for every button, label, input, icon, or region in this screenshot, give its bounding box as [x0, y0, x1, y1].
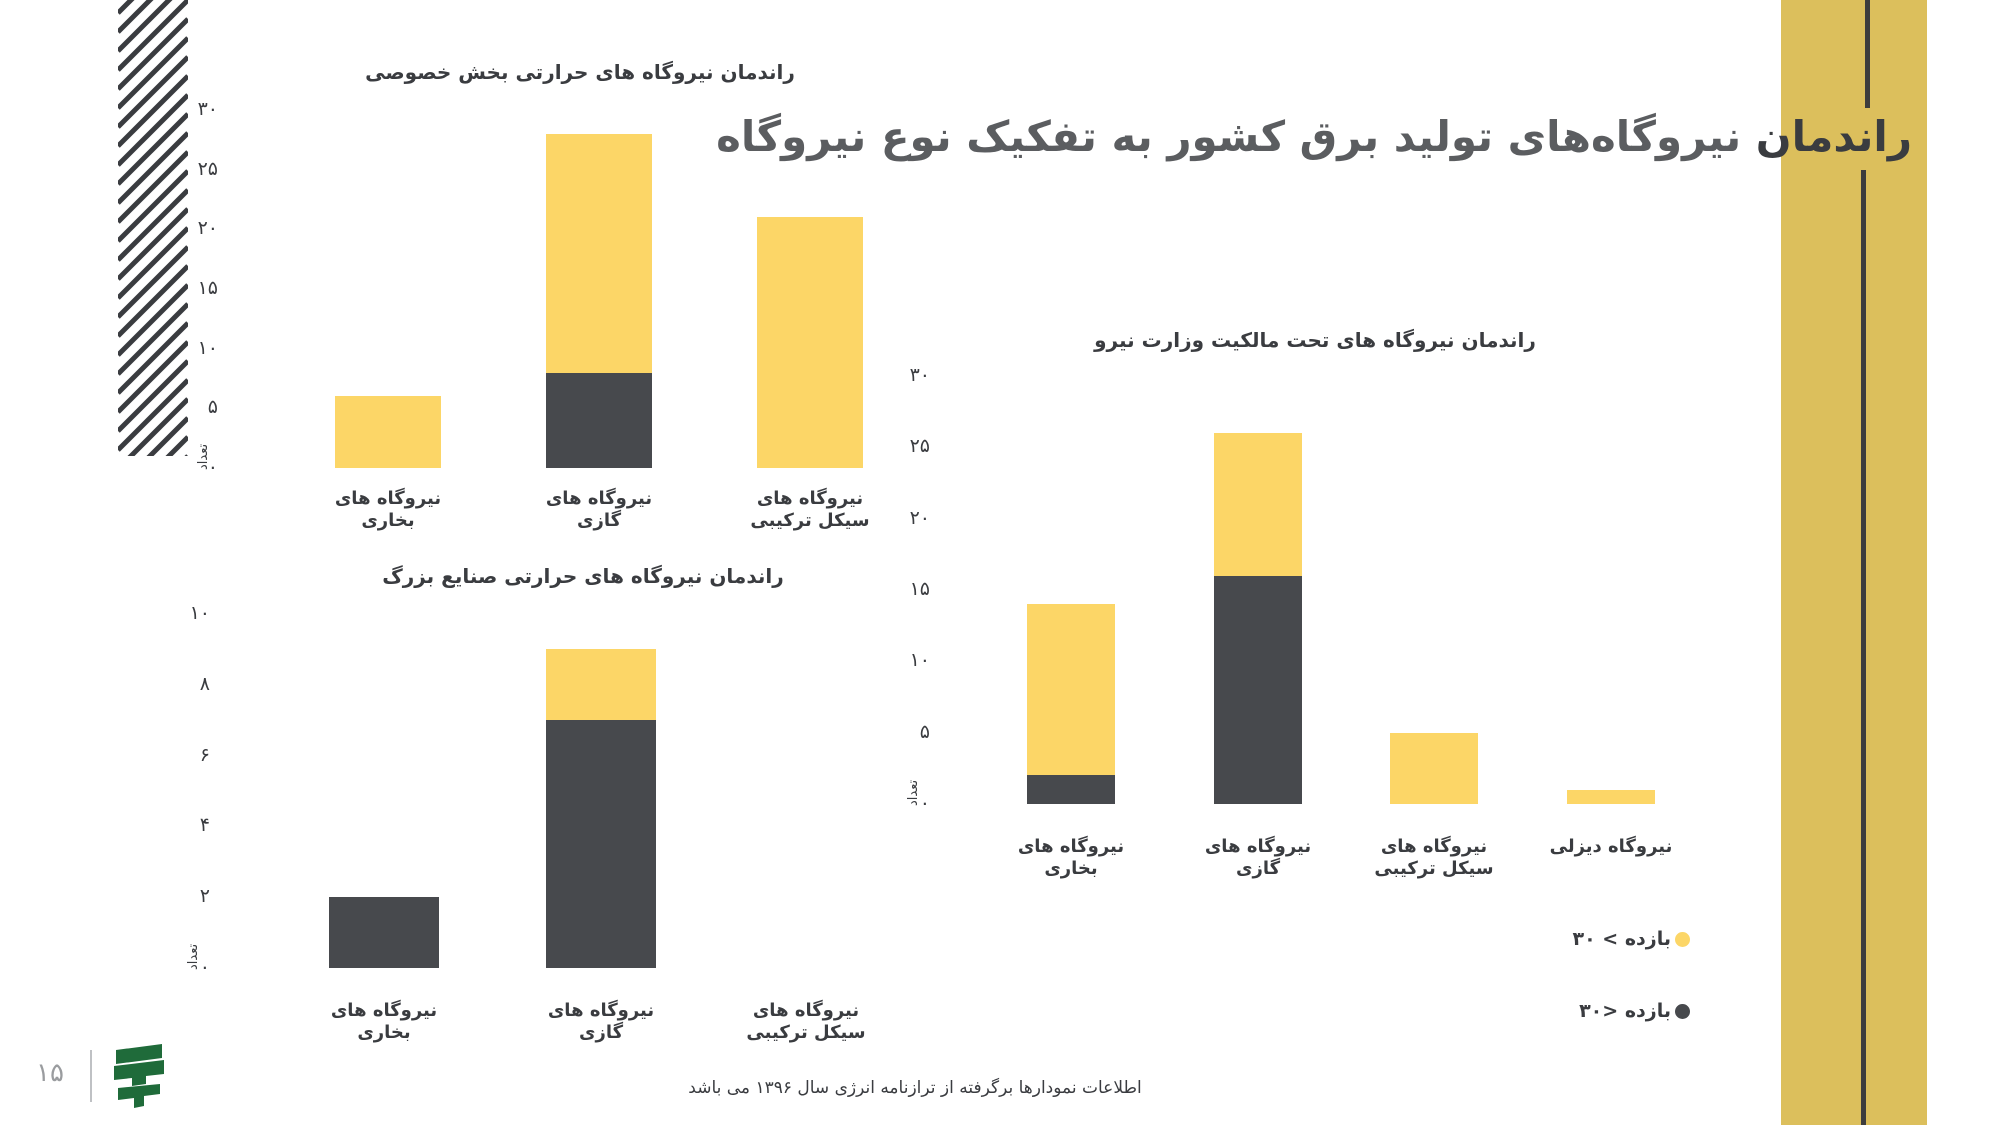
x-tick-label: نیروگاه های بخاری	[318, 488, 458, 532]
chart-title: راندمان نیروگاه های حرارتی بخش خصوصی	[365, 60, 795, 84]
x-tick-label: نیروگاه دیزلی	[1541, 836, 1681, 858]
x-tick-label: نیروگاه های گازی	[529, 488, 669, 532]
x-tick-label-line1: نیروگاه های	[756, 488, 864, 509]
y-tick-label: ۳۰	[197, 98, 218, 120]
bar-segment	[329, 897, 439, 968]
y-tick-label: ۳۰	[909, 364, 930, 386]
y-tick-label: ۱۰	[197, 336, 218, 359]
bar-segment	[1027, 604, 1115, 776]
x-tick-label-line2: گازی	[1235, 858, 1281, 879]
hatch-decoration	[118, 0, 188, 456]
y-tick-label: ۱۰	[909, 649, 930, 672]
y-tick-label: ۶	[199, 743, 210, 766]
y-tick-label: ۴	[199, 814, 210, 837]
bar-segment	[1567, 789, 1655, 804]
x-tick-label-line1: نیروگاه های	[547, 1000, 655, 1021]
x-tick-label-line1: نیروگاه های	[1204, 836, 1312, 857]
y-tick-label: ۰	[199, 956, 210, 978]
x-tick-label-line2: بخاری	[361, 510, 415, 531]
chart-title: راندمان نیروگاه های تحت مالکیت وزارت نیر…	[1094, 328, 1536, 352]
y-tick-label: ۵	[919, 720, 930, 743]
footer-separator	[90, 1050, 92, 1102]
bar-segment	[757, 217, 863, 468]
legend-item-low: بازده <۳۰	[1579, 1000, 1690, 1022]
chart-title: راندمان نیروگاه های حرارتی صنایع بزرگ	[382, 564, 784, 588]
x-tick-label-line1: نیروگاه های	[330, 1000, 438, 1021]
x-tick-label: نیروگاه های گازی	[531, 1000, 671, 1044]
y-axis-label: تعداد	[906, 779, 921, 806]
y-tick-label: ۲۵	[197, 157, 218, 180]
bar-segment	[546, 720, 656, 968]
logo-icon	[114, 1044, 164, 1108]
bar-segment	[1390, 732, 1478, 804]
bar-segment	[1027, 775, 1115, 804]
x-tick-label: نیروگاه های سیکل ترکیبی	[740, 488, 880, 532]
x-tick-label-line1: نیروگاه های	[334, 488, 442, 509]
x-tick-label-line2: گازی	[578, 1022, 624, 1043]
page-title: راندمان نیروگاه‌های تولید برق کشور به تف…	[716, 112, 1912, 161]
bar-segment	[546, 372, 652, 468]
y-tick-label: ۲۵	[909, 435, 930, 458]
decorative-line-top	[1865, 0, 1870, 108]
decorative-band	[1781, 0, 1927, 1125]
y-tick-label: ۲۰	[197, 217, 218, 240]
legend-label-high: بازده > ۳۰	[1572, 928, 1671, 950]
y-tick-label: ۰	[919, 792, 930, 814]
page-number: ۱۵	[36, 1058, 64, 1088]
x-tick-label-line1: نیروگاه دیزلی	[1549, 836, 1673, 857]
legend-dot-low	[1675, 1003, 1690, 1019]
x-tick-label-line1: نیروگاه های	[545, 488, 653, 509]
y-axis-label: تعداد	[186, 943, 201, 970]
x-tick-label: نیروگاه های سیکل ترکیبی	[1364, 836, 1504, 880]
x-tick-label: نیروگاه های گازی	[1188, 836, 1328, 880]
y-axis-label: تعداد	[196, 443, 211, 470]
y-tick-label: ۵	[207, 396, 218, 419]
x-tick-label-line2: گازی	[576, 510, 622, 531]
decorative-line-bottom	[1861, 170, 1866, 1125]
legend-item-high: بازده > ۳۰	[1572, 928, 1690, 950]
y-tick-label: ۸	[199, 672, 210, 695]
x-tick-label: نیروگاه های بخاری	[314, 1000, 454, 1044]
x-tick-label-line1: نیروگاه های	[1380, 836, 1488, 857]
bar-segment	[546, 649, 656, 721]
x-tick-label-line2: سیکل ترکیبی	[1374, 858, 1494, 879]
bar-segment	[1214, 433, 1302, 576]
y-tick-label: ۱۵	[197, 277, 218, 299]
bar-segment	[335, 396, 441, 468]
x-tick-label: نیروگاه های بخاری	[1001, 836, 1141, 880]
legend-dot-high	[1675, 931, 1690, 947]
x-tick-label-line2: سیکل ترکیبی	[750, 510, 870, 531]
x-tick-label: نیروگاه های سیکل ترکیبی	[736, 1000, 876, 1044]
y-tick-label: ۱۵	[909, 578, 930, 600]
x-tick-label-line2: سیکل ترکیبی	[746, 1022, 866, 1043]
bar-segment	[1214, 575, 1302, 804]
y-tick-label: ۰	[207, 456, 218, 478]
footer-note: اطلاعات نمودارها برگرفته از ترازنامه انر…	[688, 1078, 1142, 1098]
y-tick-label: ۱۰	[189, 602, 210, 624]
bar-segment	[546, 133, 652, 373]
legend-label-low: بازده <۳۰	[1579, 1000, 1671, 1022]
x-tick-label-line1: نیروگاه های	[752, 1000, 860, 1021]
y-tick-label: ۲۰	[909, 506, 930, 529]
x-tick-label-line2: بخاری	[357, 1022, 411, 1043]
x-tick-label-line1: نیروگاه های	[1017, 836, 1125, 857]
x-tick-label-line2: بخاری	[1044, 858, 1098, 879]
y-tick-label: ۲	[199, 885, 210, 908]
